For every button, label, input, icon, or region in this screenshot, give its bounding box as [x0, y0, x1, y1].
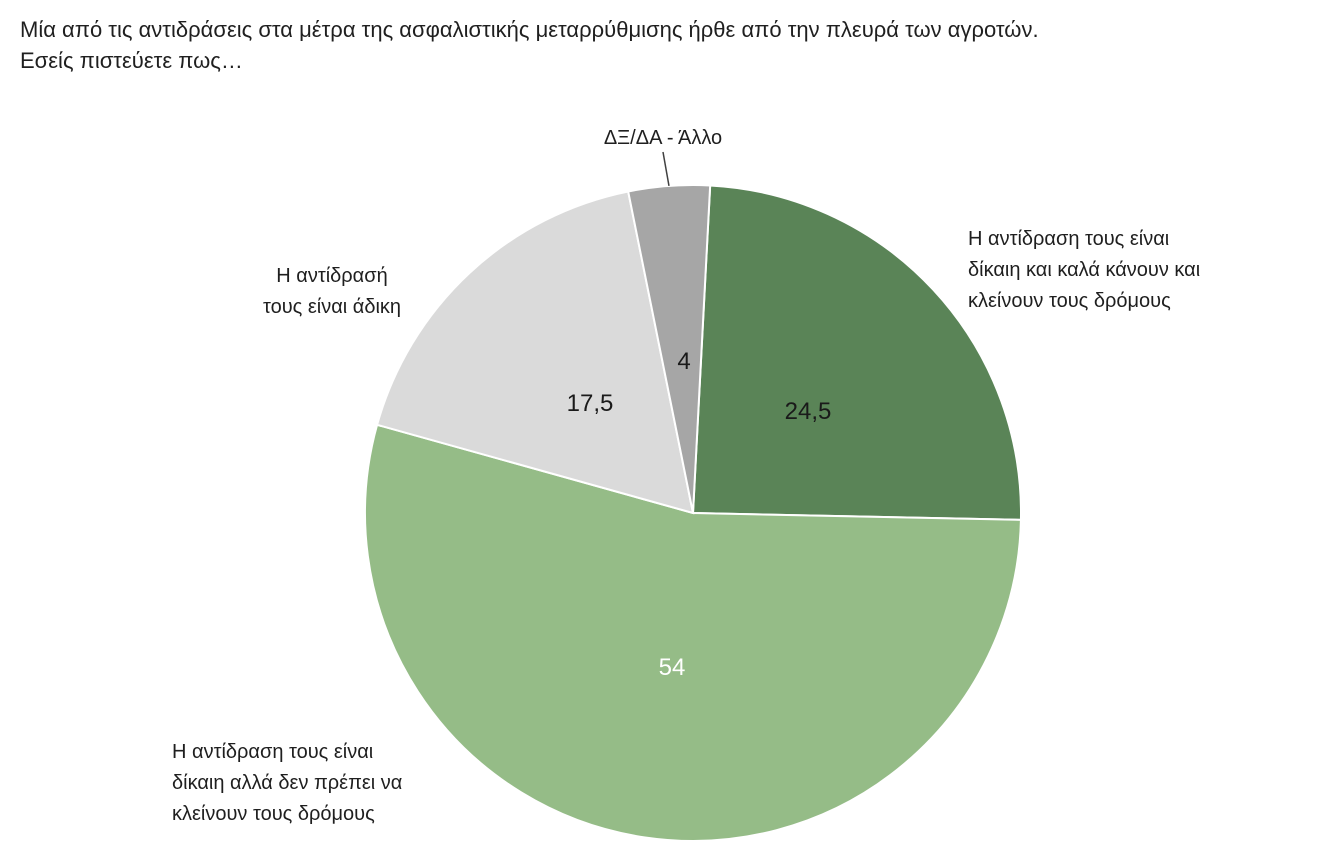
slice-category-label-3: Η αντίδρασή τους είναι άδικη	[263, 265, 401, 318]
chart-title-line-1: Μία από τις αντιδράσεις στα μέτρα της ασ…	[20, 17, 1039, 42]
slice-category-label-1: Η αντίδραση τους είναι δίκαιη και καλά κά…	[968, 228, 1200, 312]
chart-title-line-2: Εσείς πιστεύετε πως…	[20, 48, 243, 73]
slice-value-label-3: 17,5	[567, 390, 614, 417]
slice-value-label-2: 54	[659, 654, 686, 681]
slice-category-label-line: κλείνουν τους δρόμους	[968, 290, 1171, 312]
pie-slice-4	[626, 184, 712, 514]
pie-slice-2	[364, 423, 1022, 842]
slice-category-label-4: ΔΞ/ΔΑ - Άλλο	[604, 127, 722, 149]
slice-category-label-2: Η αντίδραση τους είναι δίκαιη αλλά δεν πρ…	[172, 741, 402, 825]
pie-slice-3	[375, 190, 695, 515]
slice-category-label-line: ΔΞ/ΔΑ - Άλλο	[604, 127, 722, 149]
slice-category-label-line: δίκαιη και καλά κάνουν και	[968, 259, 1200, 281]
slice-category-label-line: Η αντίδραση τους είναι	[968, 228, 1169, 250]
slice-category-label-line: κλείνουν τους δρόμους	[172, 803, 375, 825]
slice-category-label-line: Η αντίδρασή	[276, 265, 387, 287]
slice-value-label-1: 24,5	[785, 398, 832, 425]
slice-category-label-line: Η αντίδραση τους είναι	[172, 741, 373, 763]
slice-category-label-line: τους είναι άδικη	[263, 296, 401, 318]
slice-value-label-4: 4	[677, 348, 690, 375]
slice-category-label-line: δίκαιη αλλά δεν πρέπει να	[172, 772, 402, 794]
leader-line	[662, 151, 670, 187]
chart-title: Μία από τις αντιδράσεις στα μέτρα της ασ…	[20, 14, 1320, 76]
pie-slice-1	[691, 184, 1022, 521]
